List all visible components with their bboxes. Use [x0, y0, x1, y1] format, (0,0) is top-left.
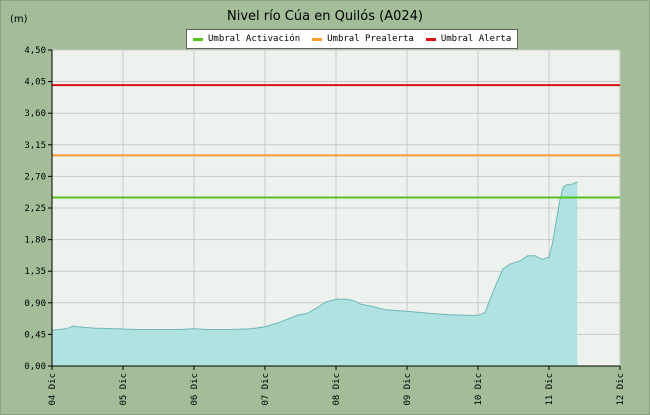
- y-tick-label: 2,70: [24, 172, 46, 182]
- x-tick-label: 05 Dic: [119, 373, 129, 406]
- x-tick-label: 10 Dic: [474, 373, 484, 406]
- y-tick-label: 0,90: [24, 299, 46, 309]
- y-tick-label: 2,25: [24, 204, 46, 214]
- x-tick-label: 11 Dic: [545, 373, 555, 406]
- y-tick-label: 4,50: [24, 46, 46, 56]
- y-tick-label: 0,00: [24, 362, 46, 372]
- chart-title: Nivel río Cúa en Quilós (A024): [226, 9, 423, 24]
- legend-label-alerta: Umbral Alerta: [440, 34, 512, 44]
- legend-item-activacion: Umbral Activación: [193, 34, 300, 44]
- y-tick-label: 0,45: [24, 330, 46, 340]
- x-tick-label: 12 Dic: [616, 373, 626, 406]
- legend: Umbral Activación Umbral Prealerta Umbra…: [186, 29, 519, 49]
- legend-swatch-activacion: [193, 37, 203, 41]
- x-tick-label: 08 Dic: [332, 373, 342, 406]
- legend-label-prealerta: Umbral Prealerta: [327, 34, 414, 44]
- legend-label-activacion: Umbral Activación: [208, 34, 301, 44]
- x-tick-label: 04 Dic: [48, 373, 58, 406]
- legend-item-prealerta: Umbral Prealerta: [312, 34, 414, 44]
- legend-swatch-prealerta: [312, 37, 323, 41]
- x-tick-label: 09 Dic: [403, 373, 413, 406]
- y-tick-label: 1,35: [24, 267, 46, 277]
- y-tick-label: 1,80: [24, 236, 46, 246]
- legend-swatch-alerta: [425, 37, 436, 41]
- y-unit-label: (m): [10, 14, 28, 25]
- level-area: [52, 182, 578, 366]
- level-line: [51, 181, 578, 331]
- x-tick-label: 07 Dic: [261, 373, 271, 406]
- legend-item-alerta: Umbral Alerta: [425, 34, 512, 44]
- x-tick-label: 06 Dic: [190, 373, 200, 406]
- y-tick-label: 4,05: [24, 78, 46, 88]
- y-tick-label: 3,60: [24, 109, 46, 119]
- y-tick-label: 3,15: [24, 141, 46, 151]
